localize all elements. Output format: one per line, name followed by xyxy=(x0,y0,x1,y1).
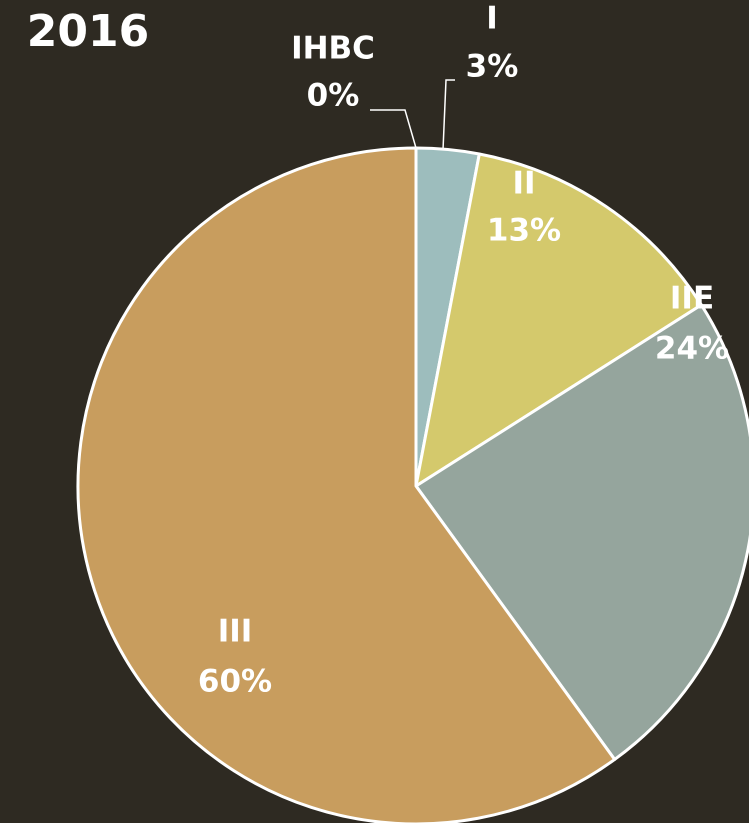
slice-value-label: 13% xyxy=(487,213,561,249)
slice-value-label: 0% xyxy=(307,78,360,114)
pie-slice xyxy=(76,146,617,823)
slice-label: III xyxy=(218,614,253,650)
chart-title: 2016 xyxy=(27,6,149,57)
slice-value-label: 3% xyxy=(466,49,519,85)
slice-label: IIE xyxy=(670,281,714,317)
slice-label: I xyxy=(486,1,498,37)
slice-value-label: 60% xyxy=(198,664,272,700)
slice-label: II xyxy=(512,166,535,202)
leader-line xyxy=(370,109,417,149)
slice-value-label: 24% xyxy=(655,331,729,367)
pie-slice xyxy=(414,303,749,761)
slice-label: IHBC xyxy=(291,31,375,67)
leader-line xyxy=(442,79,455,151)
pie-slice xyxy=(414,152,703,488)
